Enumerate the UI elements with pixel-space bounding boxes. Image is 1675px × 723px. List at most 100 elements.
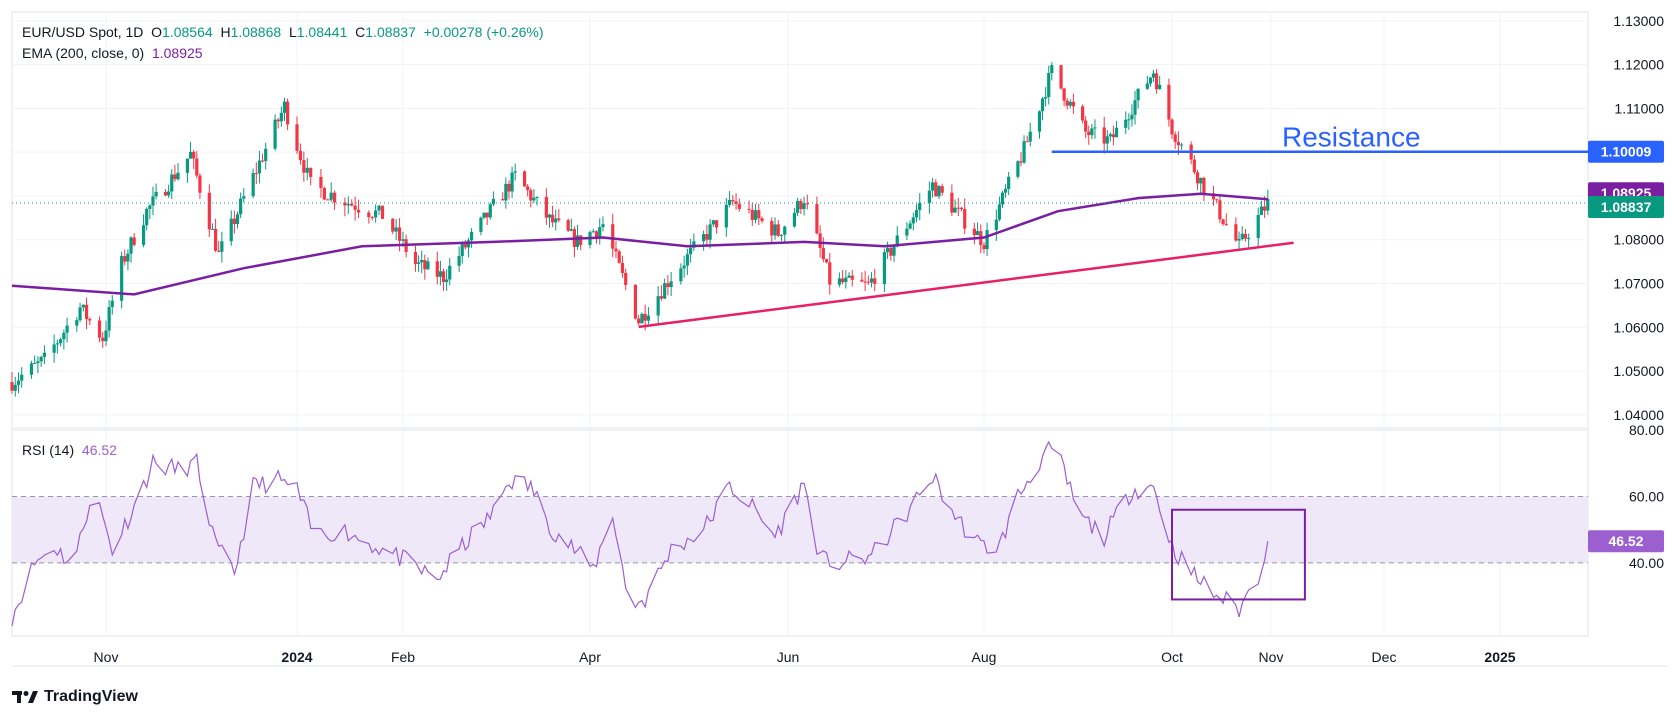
candle-down (302, 160, 306, 173)
candle-up (796, 200, 800, 213)
high-value: 1.08868 (230, 24, 282, 40)
candle-up (1028, 131, 1032, 142)
candle-down (873, 278, 877, 284)
candle-up (1240, 233, 1244, 239)
candle-up (1127, 119, 1131, 121)
candle-up (273, 119, 277, 149)
price-tick-label: 1.08000 (1613, 232, 1664, 248)
candle-down (173, 174, 177, 180)
candle-down (501, 199, 505, 201)
candle-down (828, 262, 832, 285)
candle-up (708, 224, 712, 240)
candle-up (1256, 214, 1260, 239)
candle-up (176, 172, 180, 180)
rsi-tick-label: 40.00 (1629, 555, 1664, 571)
candle-down (594, 231, 599, 237)
rsi-axis-tag (1588, 530, 1664, 553)
candle-up (908, 223, 912, 229)
close-label: C (355, 24, 366, 40)
candle-up (141, 225, 146, 245)
candle-up (81, 304, 85, 308)
candle-down (1170, 119, 1174, 135)
candle-up (235, 214, 240, 224)
low-label: L (288, 24, 297, 40)
candle-down (659, 296, 664, 299)
candle-down (1173, 134, 1177, 142)
candle-up (1000, 192, 1005, 205)
rsi-highlight-box (1171, 508, 1306, 601)
candle-up (689, 247, 693, 255)
candle-down (770, 220, 774, 236)
candle-down (760, 218, 764, 221)
candle-up (167, 191, 171, 196)
candle-up (905, 228, 909, 236)
candle-down (614, 248, 618, 252)
low-value: 1.08441 (296, 24, 348, 40)
candle-up (394, 227, 398, 232)
candle-up (837, 278, 842, 285)
candle-up (1158, 84, 1162, 90)
candle-down (705, 234, 709, 240)
candle-up (20, 374, 24, 381)
candle-up (1105, 136, 1109, 144)
time-tick-label: 2025 (1484, 649, 1515, 665)
candle-down (101, 337, 105, 342)
candle-up (1050, 65, 1054, 74)
candle-down (1195, 172, 1200, 184)
candle-down (860, 279, 864, 282)
candle-up (1037, 111, 1042, 132)
candle-up (154, 191, 158, 197)
candle-up (104, 330, 108, 342)
candle-up (62, 332, 66, 340)
candle-up (445, 279, 449, 283)
candle-down (380, 205, 385, 219)
candle-up (685, 254, 689, 266)
candle-up (282, 101, 287, 113)
time-tick-label: Dec (1372, 649, 1397, 665)
time-tick-label: Aug (972, 649, 997, 665)
candle-up (55, 343, 59, 345)
candle-down (526, 186, 530, 191)
candle-down (633, 284, 638, 319)
open-label: O (151, 24, 163, 40)
candle-down (963, 209, 967, 229)
candle-up (682, 265, 686, 269)
candle-down (123, 256, 127, 262)
candle-up (1093, 127, 1097, 129)
candle-up (918, 202, 922, 211)
candle-down (821, 247, 825, 260)
candle-down (747, 208, 751, 210)
price-tick-label: 1.11000 (1614, 100, 1664, 116)
brand[interactable]: TradingView (12, 688, 138, 706)
candle-up (1130, 114, 1134, 120)
candle-up (783, 226, 787, 235)
candle-up (886, 247, 890, 253)
candle-down (1243, 233, 1248, 239)
time-tick-label: 2024 (281, 649, 312, 665)
candle-up (994, 219, 998, 231)
candle-up (1247, 238, 1251, 240)
candle-up (151, 196, 155, 206)
candle-down (213, 228, 218, 251)
candle-down (544, 196, 548, 218)
candle-down (805, 203, 809, 205)
candle-down (217, 250, 221, 252)
candle-down (1154, 73, 1159, 90)
candle-up (669, 281, 673, 288)
candle-up (188, 151, 193, 159)
candle-up (1199, 177, 1203, 184)
candle-up (663, 283, 667, 299)
candle-up (242, 196, 246, 199)
candle-down (1218, 200, 1222, 220)
candle-up (374, 210, 378, 218)
candle-up (1133, 100, 1137, 115)
candle-down (750, 209, 754, 220)
candle-up (420, 259, 424, 263)
candle-up (914, 210, 919, 218)
candle-down (1084, 120, 1088, 132)
candle-up (510, 172, 514, 192)
candle-down (1062, 88, 1066, 101)
candle-up (1047, 73, 1051, 98)
candle-up (377, 205, 381, 211)
